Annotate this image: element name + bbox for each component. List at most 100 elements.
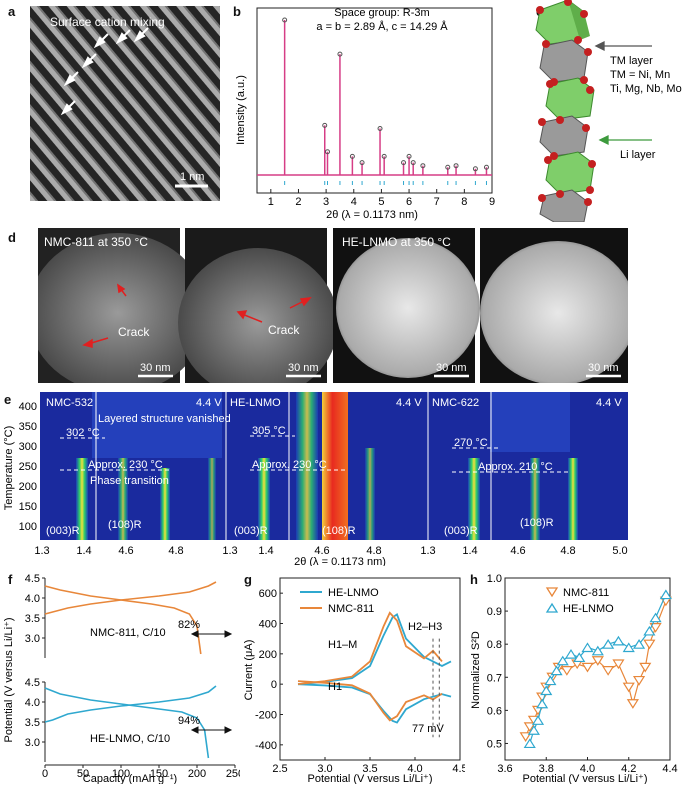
- xrd-point: [453, 163, 459, 169]
- panel-h-legend: NMC-811 HE-LNMO: [545, 587, 614, 615]
- data-point: [556, 655, 569, 666]
- panel-b-line1: Space group: R-3m: [334, 7, 429, 19]
- section-name-1: NMC-532: [46, 397, 93, 409]
- panel-d-label2: HE-LNMO at 350 °C: [342, 235, 451, 249]
- t-low-3: Approx. 210 °C: [478, 461, 553, 473]
- x-tick-label: 2: [295, 196, 301, 208]
- ann-h1m: H1–M: [328, 639, 357, 651]
- y-tick-label: 0.7: [487, 672, 502, 684]
- panel-g-legend: HE-LNMO NMC-811: [300, 587, 379, 615]
- section-voltage-2: 4.4 V: [396, 397, 422, 409]
- data-point: [523, 722, 536, 733]
- data-point: [564, 648, 578, 659]
- y-tick-label: 0.5: [487, 738, 502, 750]
- y-tick-label: 1.0: [487, 573, 502, 585]
- x-tick-label: 0: [42, 768, 48, 780]
- panel-d-scale1: 30 nm: [140, 362, 171, 374]
- y-tick-label: -400: [255, 740, 277, 752]
- t-high-2: 305 °C: [252, 425, 286, 437]
- data-point: [536, 698, 549, 709]
- ann-77mv: 77 mV: [412, 723, 444, 735]
- xrd-point: [325, 149, 330, 155]
- svg-text:4.8: 4.8: [366, 545, 381, 557]
- x-tick-label: 250: [226, 768, 240, 780]
- x-tick-label: 3.0: [317, 763, 332, 775]
- phase-transition-label: Phase transition: [90, 475, 169, 487]
- ann-h1: H1: [328, 681, 342, 693]
- svg-text:NMC-811: NMC-811: [328, 603, 374, 615]
- data-point: [643, 639, 656, 650]
- peak-003-1: (003)R: [46, 525, 80, 537]
- svg-text:5.0: 5.0: [612, 545, 627, 557]
- xrd-point: [349, 153, 355, 159]
- panel-d-tem-images: NMC-811 at 350 °C HE-LNMO at 350 °C Crac…: [28, 228, 636, 398]
- x-tick-label: 4.0: [407, 763, 422, 775]
- y-tick-label: 0: [271, 679, 277, 691]
- y-tick-label: 3.0: [25, 737, 40, 749]
- discharge-curve: [44, 687, 210, 759]
- discharge-curve: [44, 585, 202, 655]
- panel-label-e: e: [4, 392, 12, 407]
- x-tick-label: 150: [150, 768, 168, 780]
- panel-h-chart: Normalized S²D 0.5 0.6 0.7 0.8 0.9 1.0 3.6 3.8 4…: [465, 570, 685, 785]
- y-tick-label: 4.5: [25, 677, 40, 689]
- panel-f-chart: Potential (V versus Li/Li⁺) 3.0 3.5 4.0 4.5…: [0, 570, 244, 785]
- data-point: [612, 635, 625, 646]
- panel-label-f: f: [8, 572, 13, 587]
- xrd-point: [472, 166, 478, 172]
- section-voltage-3: 4.4 V: [596, 397, 622, 409]
- panel-c-tm2: TM = Ni, Mn: [610, 69, 670, 81]
- panel-d-crack1: Crack: [118, 325, 150, 339]
- panel-d-scale4: 30 nm: [588, 362, 619, 374]
- xrd-point: [445, 164, 451, 170]
- xrd-point: [282, 17, 288, 23]
- svg-text:350: 350: [19, 421, 37, 433]
- li-layer-arrow-icon: [598, 134, 652, 146]
- svg-text:1.3: 1.3: [420, 545, 435, 557]
- x-tick-label: 1: [268, 196, 274, 208]
- x-tick-label: 2.5: [272, 763, 287, 775]
- xrd-point: [359, 160, 365, 166]
- panel-label-d: d: [8, 230, 16, 245]
- svg-text:300: 300: [19, 441, 37, 453]
- svg-text:4.8: 4.8: [560, 545, 575, 557]
- data-point: [632, 639, 646, 649]
- panel-label-a: a: [8, 4, 16, 19]
- panel-d-scale3: 30 nm: [436, 362, 467, 374]
- svg-text:250: 250: [19, 461, 37, 473]
- panel-f-xlabel: Capacity (mAh g⁻¹): [83, 773, 177, 784]
- y-tick-label: 400: [259, 619, 277, 631]
- xrd-point: [483, 164, 489, 170]
- panel-c-tm1: TM layer: [610, 55, 653, 67]
- section-voltage-1: 4.4 V: [196, 397, 222, 409]
- temperature-guides: [60, 435, 570, 473]
- svg-text:1.3: 1.3: [34, 545, 49, 557]
- section-dividers: [95, 392, 492, 540]
- svg-text:150: 150: [19, 501, 37, 513]
- panel-a-title: Surface cation mixing: [50, 15, 165, 29]
- x-tick-label: 3.6: [497, 763, 512, 775]
- panel-e-xlabel: 2θ (λ = 0.1173 nm): [294, 556, 386, 566]
- double-arrow-icons: [190, 630, 233, 734]
- y-tick-label: -200: [255, 710, 277, 722]
- data-point: [612, 659, 625, 670]
- svg-text:1.4: 1.4: [462, 545, 477, 557]
- t-high-1: 302 °C: [66, 427, 100, 439]
- svg-text:4.6: 4.6: [510, 545, 525, 557]
- panel-b-xrd-chart: Space group: R-3m a = b = 2.89 Å, c = 14…: [232, 0, 497, 222]
- charge-curve: [44, 685, 217, 723]
- y-tick-label: 600: [259, 588, 277, 600]
- data-point: [649, 623, 662, 633]
- panel-d-scale2: 30 nm: [288, 362, 319, 374]
- data-point: [591, 645, 604, 656]
- data-point: [573, 652, 586, 663]
- panel-c-li: Li layer: [620, 149, 656, 161]
- panel-c-crystal-structure: TM layer TM = Ni, Mn Ti, Mg, Nb, Mo Li l…: [520, 0, 685, 223]
- cv-cathodic-curve: [297, 683, 452, 724]
- peak-108-3: (108)R: [520, 517, 554, 529]
- xrd-point: [377, 126, 383, 131]
- octahedra-stack: [535, 0, 596, 223]
- x-tick-label: 4.4: [662, 763, 677, 775]
- panel-h-xlabel: Potential (V versus Li/Li⁺): [522, 773, 647, 784]
- y-tick-label: 4.0: [25, 697, 40, 709]
